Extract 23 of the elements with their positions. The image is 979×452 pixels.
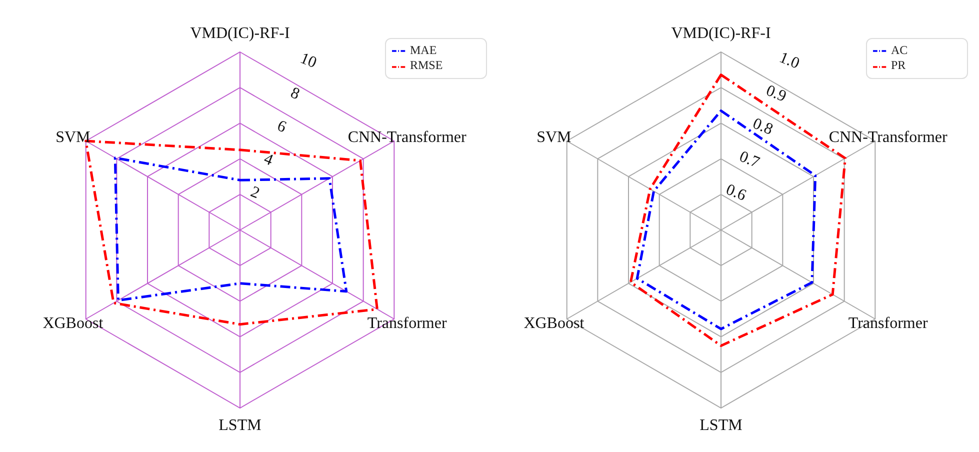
legend-label: RMSE (410, 58, 443, 72)
y-tick-label: 4 (261, 150, 276, 170)
y-tick-label: 6 (274, 117, 289, 136)
y-tick-label: 0.8 (750, 115, 776, 138)
spoke-label: CNN-Transformer (828, 129, 948, 146)
spoke-label: LSTM (700, 417, 742, 434)
spoke-label: VMD(IC)-RF-I (190, 25, 290, 42)
spoke-label: Transformer (848, 315, 928, 332)
spoke-label: XGBoost (524, 315, 585, 332)
legend-label: PR (891, 58, 906, 72)
spoke-label: SVM (56, 129, 90, 146)
spoke-label: SVM (536, 129, 572, 146)
legend-label: MAE (410, 43, 437, 57)
y-tick-label: 2 (248, 183, 262, 202)
y-tick-label: 0.6 (724, 181, 748, 204)
spoke-label: VMD(IC)-RF-I (671, 25, 771, 42)
spoke-label: LSTM (218, 417, 262, 434)
y-tick-label: 1.0 (776, 49, 802, 72)
legend-label: AC (891, 43, 908, 57)
y-tick-label: 8 (288, 84, 302, 104)
y-tick-label: 10 (298, 50, 319, 72)
y-tick-label: 0.9 (764, 82, 788, 106)
y-tick-label: 0.7 (736, 148, 762, 172)
